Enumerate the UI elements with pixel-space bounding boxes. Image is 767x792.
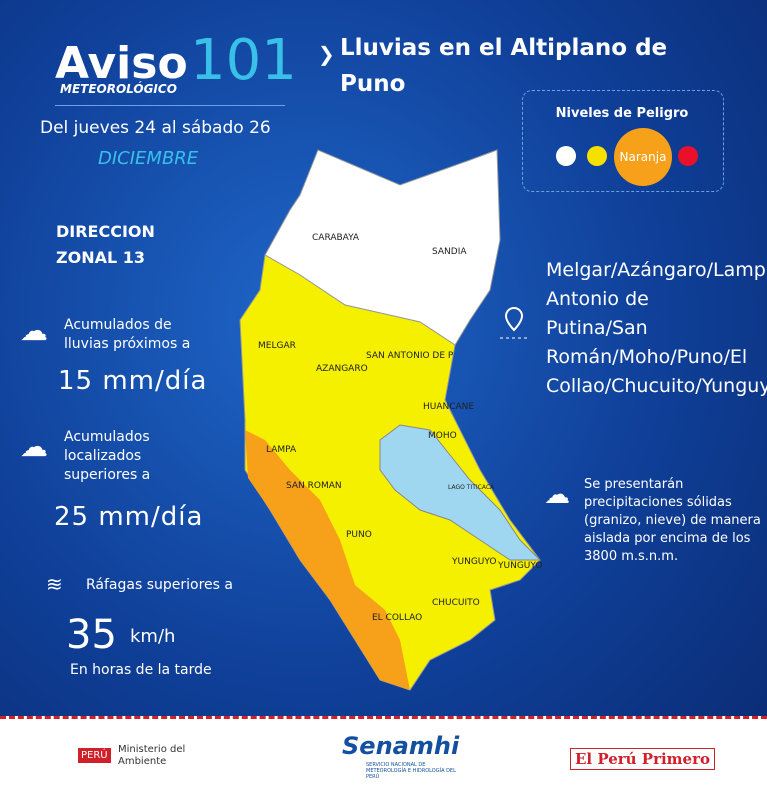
map-label: SAN ROMAN — [286, 481, 342, 491]
agency-sub: SERVICIO NACIONAL DE METEOROLOGÍA E HIDR… — [366, 762, 456, 780]
lake — [379, 424, 542, 561]
indicator-value: 35 — [66, 612, 117, 658]
month: DICIEMBRE — [98, 148, 199, 169]
map-label: MELGAR — [258, 341, 296, 351]
pin — [504, 306, 524, 332]
footer — [0, 716, 767, 792]
icon-rain: ☁ — [20, 314, 48, 347]
slogan: El Perú Primero — [570, 748, 716, 770]
map-label: HUANCANE — [423, 402, 474, 412]
office-2: ZONAL 13 — [56, 248, 146, 267]
map-label: YUNGUYO — [451, 557, 496, 567]
map-label: MOHO — [428, 431, 457, 441]
divider — [55, 105, 285, 106]
level-white — [556, 146, 576, 166]
icon-storm: ☁ — [20, 430, 48, 463]
dates: Del jueves 24 al sábado 26 — [40, 118, 271, 138]
map-label: LAGO TITICACA — [448, 484, 495, 491]
office-1: DIRECCION — [56, 222, 155, 241]
map-label: PUNO — [346, 530, 372, 540]
levels-title: Niveles de Peligro — [555, 106, 689, 121]
agency: Senamhi — [342, 732, 460, 760]
provinces: Melgar/Azángaro/Lampa/Huancané/San Anton… — [546, 259, 767, 397]
brand-number: 101 — [190, 28, 297, 93]
brand: Aviso — [55, 38, 188, 89]
levels-box — [522, 90, 724, 192]
country: PERÚ — [78, 748, 111, 763]
indicator-label: Ráfagas superiores a — [86, 577, 233, 593]
map-label: SANDIA — [432, 247, 467, 257]
map-label: EL COLLAO — [372, 613, 422, 623]
title: Lluvias en el Altiplano de Puno — [340, 35, 668, 97]
map-label: CHUCUITO — [432, 598, 480, 608]
level-yellow — [587, 146, 607, 166]
indicator-unit: km/h — [130, 626, 176, 647]
map-label: SAN ANTONIO DE P — [366, 351, 454, 361]
indicator-label: Acumulados localizados superiores a — [64, 429, 151, 483]
map-label: YUNGUYO — [497, 561, 542, 571]
note: Se presentarán precipitaciones sólidas (… — [584, 477, 761, 564]
icon-snow: ☁ — [544, 480, 570, 510]
map-label: AZANGARO — [316, 364, 368, 374]
icon-wind: ≋ — [46, 572, 63, 596]
ministry: Ministerio del Ambiente — [118, 744, 186, 767]
indicator-label: Acumulados de lluvias próximos a — [64, 317, 191, 352]
region-orange — [245, 430, 410, 690]
map: CARABAYA SANDIA MELGAR AZANGARO SAN ANTONIO … — [239, 149, 542, 691]
map-label: CARABAYA — [312, 233, 360, 243]
map-label: LAMPA — [266, 445, 297, 455]
indicator-note: En horas de la tarde — [70, 662, 212, 678]
indicator-value: 25 mm/día — [54, 502, 204, 532]
brand-sub: METEOROLÓGICO — [60, 82, 177, 96]
level-red — [678, 146, 698, 166]
level-orange: Naranja — [614, 128, 672, 186]
arrow: ❯ — [318, 42, 335, 66]
indicator-value: 15 mm/día — [58, 366, 208, 396]
